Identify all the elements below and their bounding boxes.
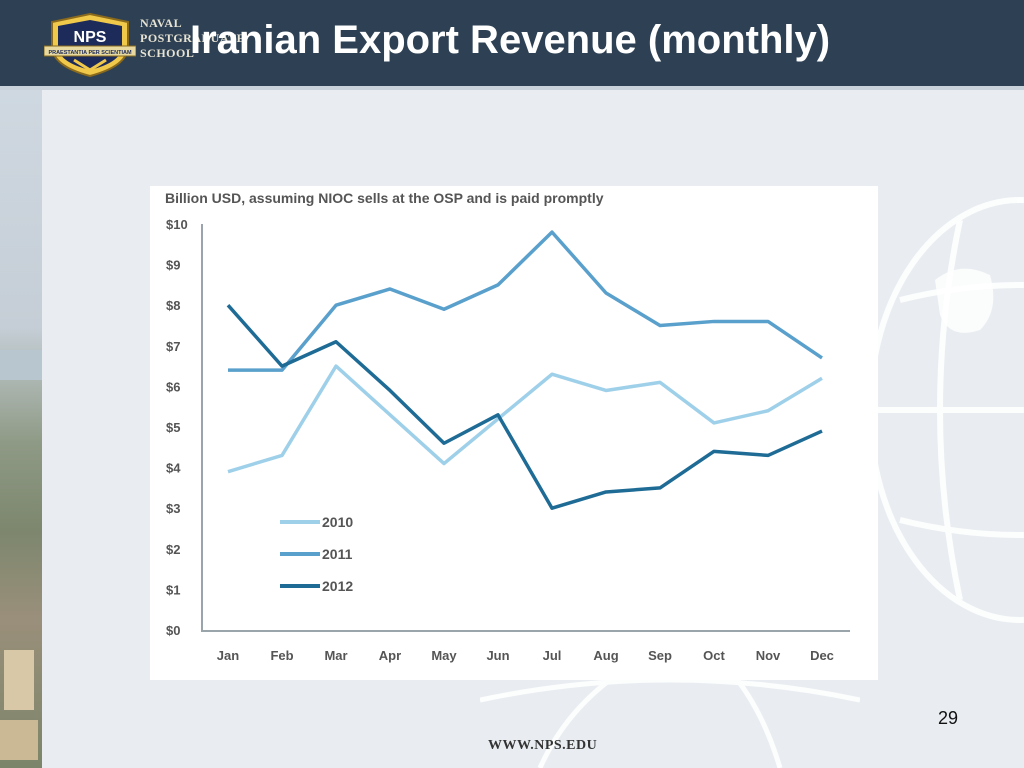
page-number: 29 <box>938 708 959 728</box>
y-tick-label: $5 <box>166 420 180 435</box>
line-chart: Billion USD, assuming NIOC sells at the … <box>165 190 850 663</box>
chart-subtitle: Billion USD, assuming NIOC sells at the … <box>165 190 604 206</box>
logo-ribbon-text: PRAESTANTIA PER SCIENTIAM <box>48 50 132 56</box>
y-tick-label: $1 <box>166 582 180 597</box>
y-tick-label: $2 <box>166 542 180 557</box>
nps-logo: NPS PRAESTANTIA PER SCIENTIAM NAVAL POST… <box>40 6 245 80</box>
y-tick-label: $0 <box>166 623 180 638</box>
x-tick-label: Jun <box>486 648 509 663</box>
y-tick-label: $9 <box>166 258 180 273</box>
x-tick-label: Jul <box>543 648 562 663</box>
nps-crest-icon: NPS PRAESTANTIA PER SCIENTIAM <box>44 12 136 78</box>
x-tick-label: Aug <box>593 648 618 663</box>
school-name: NAVAL POSTGRADUATE SCHOOL <box>140 16 245 61</box>
x-tick-label: Feb <box>270 648 293 663</box>
x-axis-labels: Jan Feb Mar Apr May Jun Jul Aug Sep Oct Nov Dec <box>217 648 834 663</box>
series-line-2010 <box>227 364 823 474</box>
series-lines <box>226 230 823 510</box>
y-tick-label: $3 <box>166 501 180 516</box>
school-line-naval: NAVAL <box>140 16 183 30</box>
chart-legend: 2010 2011 2012 <box>280 514 353 594</box>
y-tick-label: $8 <box>166 298 180 313</box>
series-line-2012 <box>226 304 823 510</box>
school-line-postgraduate: POSTGRADUATE <box>140 31 246 45</box>
y-tick-label: $6 <box>166 379 180 394</box>
legend-label-2012: 2012 <box>322 578 353 594</box>
x-tick-label: Jan <box>217 648 239 663</box>
y-axis-labels: $0 $1 $2 $3 $4 $5 $6 $7 $8 $9 $10 <box>166 217 188 638</box>
slide-header: NPS PRAESTANTIA PER SCIENTIAM NAVAL POST… <box>0 0 1024 90</box>
campus-photo-strip <box>0 90 42 768</box>
x-tick-label: May <box>431 648 457 663</box>
logo-badge-text: NPS <box>74 29 107 46</box>
legend-label-2011: 2011 <box>322 546 353 562</box>
school-line-school: SCHOOL <box>140 46 195 60</box>
x-tick-label: Apr <box>379 648 401 663</box>
x-tick-label: Dec <box>810 648 834 663</box>
axes <box>201 224 850 632</box>
y-tick-label: $4 <box>166 461 181 476</box>
x-tick-label: Mar <box>324 648 347 663</box>
slide-title: Iranian Export Revenue (monthly) <box>190 18 831 62</box>
x-tick-label: Sep <box>648 648 672 663</box>
series-line-2011 <box>228 230 823 372</box>
chart-panel: Billion USD, assuming NIOC sells at the … <box>150 186 878 680</box>
x-tick-label: Nov <box>756 648 781 663</box>
footer-url: WWW.NPS.EDU <box>488 738 598 753</box>
y-tick-label: $10 <box>166 217 188 232</box>
legend-label-2010: 2010 <box>322 514 353 530</box>
x-tick-label: Oct <box>703 648 725 663</box>
y-tick-label: $7 <box>166 339 180 354</box>
